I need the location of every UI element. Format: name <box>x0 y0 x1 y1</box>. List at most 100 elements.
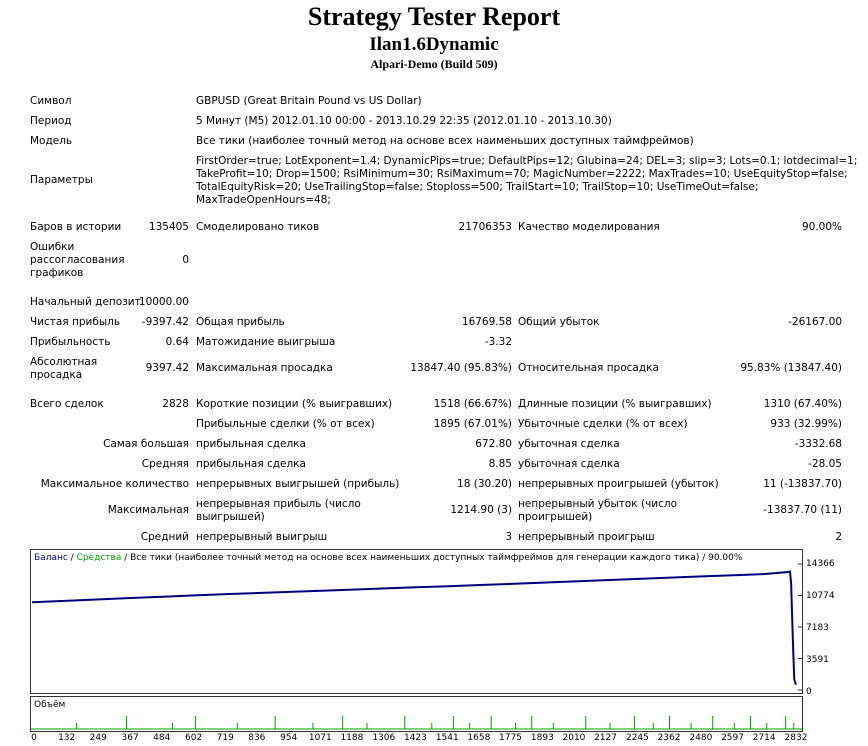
period-value: 5 Минут (M5) 2012.01.10 00:00 - 2013.10.… <box>196 115 612 127</box>
gross-profit-label: Общая прибыль <box>196 316 285 328</box>
params-line: TakeProfit=10; Drop=1500; RsiMinimum=30;… <box>196 168 848 180</box>
loss-trades-value: 933 (32.99%) <box>770 418 842 430</box>
payoff-label: Матожидание выигрыша <box>196 336 336 348</box>
avg-cons-wins-value: 3 <box>505 531 512 543</box>
params-line: FirstOrder=true; LotExponent=1.4; Dynami… <box>196 155 858 167</box>
cons-loss-value: -13837.70 (11) <box>763 504 842 516</box>
x-tick-label: 2597 <box>721 733 744 743</box>
max-drawdown-label: Максимальная просадка <box>196 362 333 374</box>
gross-loss-label: Общий убыток <box>518 316 600 328</box>
rel-drawdown-label: Относительная просадка <box>518 362 659 374</box>
profit-factor-value: 0.64 <box>165 336 189 348</box>
balance-chart-plot <box>31 563 802 691</box>
cons-profit-value: 1214.90 (3) <box>450 504 512 516</box>
params-line: TotalEquityRisk=20; UseTrailingStop=fals… <box>196 181 759 193</box>
y-tick-label: 14366 <box>806 559 835 569</box>
max-drawdown-value: 13847.40 (95.83%) <box>410 362 512 374</box>
avg-cons-losses-label: непрерывный проигрыш <box>518 531 655 543</box>
balance-chart: Баланс / Средства / Все тики (наиболее т… <box>30 549 803 694</box>
profit-trades-value: 1895 (67.01%) <box>433 418 512 430</box>
x-tick-label: 719 <box>216 733 234 743</box>
short-positions-label: Короткие позиции (% выигравших) <box>196 398 393 410</box>
x-tick-label: 1423 <box>403 733 427 743</box>
chart-legend: Баланс / Средства / Все тики (наиболее т… <box>34 553 742 564</box>
x-tick-label: 2714 <box>752 733 776 743</box>
profit-trades-label: Прибыльные сделки (% от всех) <box>196 418 375 430</box>
y-tick-label: 0 <box>806 687 812 697</box>
avg-loss-value: -28.05 <box>808 458 842 470</box>
y-tick-label: 7183 <box>806 623 829 633</box>
cons-profit-label: непрерывная прибыль (число выигрышей) <box>196 498 361 523</box>
gross-profit-value: 16769.58 <box>461 316 512 328</box>
x-tick-label: 1658 <box>467 733 491 743</box>
symbol-label: Символ <box>30 95 72 107</box>
cons-wins-value: 18 (30.20) <box>457 478 512 490</box>
x-tick-label: 132 <box>58 733 76 743</box>
payoff-value: -3.32 <box>484 336 512 348</box>
x-tick-label: 2480 <box>689 733 713 743</box>
net-profit-label: Чистая прибыль <box>30 316 121 328</box>
average-label: Средняя <box>141 458 189 470</box>
legend-separator: / <box>67 553 77 563</box>
cons-losses-value: 11 (-13837.70) <box>763 478 842 490</box>
avg-loss-label: убыточная сделка <box>518 458 620 470</box>
gross-loss-value: -26167.00 <box>788 316 842 328</box>
volume-chart: Объём <box>30 696 803 732</box>
balance-line <box>31 570 797 685</box>
avg-profit-value: 8.85 <box>488 458 512 470</box>
symbol-value: GBPUSD (Great Britain Pound vs US Dollar… <box>196 95 422 107</box>
cons-wins-label: непрерывных выигрышей (прибыль) <box>196 478 400 490</box>
ticks-label: Смоделировано тиков <box>196 221 320 233</box>
volume-chart-plot <box>31 716 802 730</box>
loss-trades-label: Убыточные сделки (% от всех) <box>518 418 688 430</box>
profit-factor-label: Прибыльность <box>30 336 111 348</box>
params-label: Параметры <box>30 174 93 186</box>
x-tick-label: 1775 <box>499 733 522 743</box>
volume-label: Объём <box>34 700 66 710</box>
x-tick-label: 1541 <box>435 733 459 743</box>
avg-profit-label: прибыльная сделка <box>196 458 306 470</box>
model-value: Все тики (наиболее точный метод на основ… <box>196 135 694 147</box>
x-tick-label: 602 <box>185 733 203 743</box>
long-positions-value: 1310 (67.40%) <box>763 398 842 410</box>
bars-label: Баров в истории <box>30 221 122 233</box>
errors-label: Ошибки рассогласования графиков <box>30 241 125 279</box>
largest-loss-label: убыточная сделка <box>518 438 620 450</box>
quality-value: 90.00% <box>801 221 842 233</box>
largest-label: Самая большая <box>103 438 189 450</box>
avg-cons-losses-value: 2 <box>835 531 842 543</box>
deposit-label: Начальный депозит <box>30 296 141 308</box>
cons-loss-label: непрерывный убыток (число проигрышей) <box>518 498 678 523</box>
avg-cons-label: Средний <box>140 531 189 543</box>
x-tick-label: 2362 <box>657 733 681 743</box>
x-tick-label: 836 <box>248 733 266 743</box>
server-name: Alpari-Demo (Build 509) <box>370 57 498 71</box>
x-tick-label: 484 <box>153 733 171 743</box>
abs-drawdown-label: Абсолютная просадка <box>30 356 98 381</box>
y-tick-label: 10774 <box>806 591 835 601</box>
x-tick-label: 367 <box>121 733 139 743</box>
x-tick-label: 1071 <box>308 733 332 743</box>
y-tick-label: 3591 <box>806 655 829 665</box>
x-tick-label: 249 <box>89 733 107 743</box>
ticks-value: 21706353 <box>458 221 512 233</box>
x-tick-label: 1893 <box>530 733 554 743</box>
x-tick-label: 2832 <box>784 733 808 743</box>
largest-profit-value: 672.80 <box>475 438 512 450</box>
short-positions-value: 1518 (66.67%) <box>433 398 512 410</box>
quality-label: Качество моделирования <box>518 221 660 233</box>
errors-value: 0 <box>182 254 189 266</box>
max-count-label: Максимальное количество <box>40 478 189 490</box>
total-trades-label: Всего сделок <box>30 398 104 410</box>
maximal-label: Максимальная <box>107 504 189 516</box>
x-tick-label: 0 <box>31 733 37 743</box>
abs-drawdown-value: 9397.42 <box>145 362 189 374</box>
x-tick-label: 2245 <box>625 733 649 743</box>
x-tick-label: 1306 <box>372 733 396 743</box>
model-label: Модель <box>30 135 73 147</box>
legend-description: / Все тики (наиболее точный метод на осн… <box>121 553 743 563</box>
report-title: Strategy Tester Report <box>307 2 561 31</box>
expert-name: Ilan1.6Dynamic <box>369 34 499 55</box>
x-tick-label: 1188 <box>340 733 364 743</box>
legend-equity: Средства <box>76 553 122 563</box>
